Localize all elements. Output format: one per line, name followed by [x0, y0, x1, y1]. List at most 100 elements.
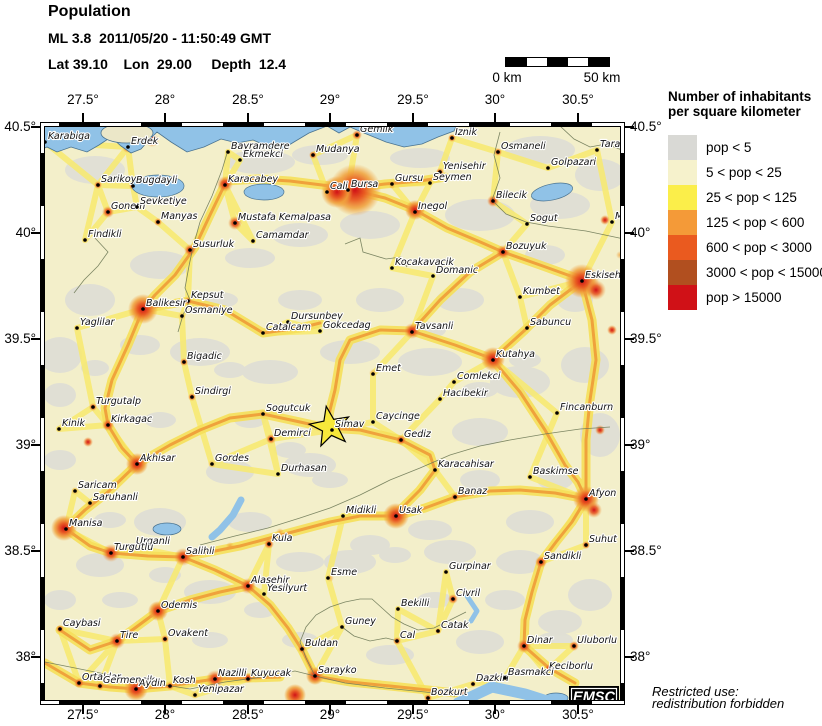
- axis-tick-left: [31, 656, 40, 658]
- city-dot: [355, 133, 359, 137]
- legend-title-line2: per square kilometer: [668, 104, 801, 119]
- city-label: Cal: [400, 630, 415, 641]
- city-dot: [156, 609, 160, 613]
- axis-tick-bottom: [164, 705, 166, 714]
- city-label: Saricam: [78, 480, 117, 491]
- city-label: Eskisehir: [585, 270, 625, 281]
- axis-tick-top: [329, 113, 331, 122]
- city-label: Sindirgi: [195, 386, 231, 397]
- city-dot: [156, 220, 160, 224]
- city-dot: [341, 514, 345, 518]
- city-dot: [261, 412, 265, 416]
- city-label: Gurpinar: [449, 561, 492, 572]
- city-label: Bilecik: [496, 190, 528, 201]
- city-dot: [246, 677, 250, 681]
- axis-tick-top: [412, 113, 414, 122]
- city-dot: [394, 514, 398, 518]
- city-label: Kinik: [62, 418, 86, 429]
- city-label: Manyas: [161, 211, 197, 222]
- city-dot: [399, 438, 403, 442]
- city-dot: [135, 462, 139, 466]
- city-dot: [340, 625, 344, 629]
- city-dot: [186, 299, 190, 303]
- city-dot: [168, 684, 172, 688]
- city-dot: [572, 644, 576, 648]
- rivers: [44, 125, 625, 697]
- map-frame: [40, 122, 625, 705]
- city-dot: [223, 183, 227, 187]
- legend-item: 5 < pop < 25: [668, 160, 822, 185]
- axis-label-right: 38°: [630, 649, 651, 664]
- city-label: Tire: [120, 630, 138, 641]
- city-label: Gordes: [215, 453, 249, 464]
- city-dot: [75, 326, 79, 330]
- city-label: Simav: [335, 419, 365, 430]
- legend-title: Number of inhabitants per square kilomet…: [668, 89, 822, 119]
- city-label: Uluborlu: [577, 635, 617, 646]
- city-dot: [491, 358, 495, 362]
- city-label: Erdek: [131, 136, 159, 147]
- city-label: Sarikoy: [101, 174, 137, 185]
- city-dot: [436, 629, 440, 633]
- axis-tick-right: [625, 444, 634, 446]
- city-dot: [226, 150, 230, 154]
- scale-segment: [567, 58, 589, 66]
- axis-tick-right: [625, 338, 634, 340]
- axis-tick-bottom: [247, 705, 249, 714]
- city-label: Bigadic: [187, 351, 223, 362]
- city-dot: [83, 238, 87, 242]
- city-label: Demirci: [274, 428, 311, 439]
- city-dot: [269, 437, 273, 441]
- scale-segment: [506, 58, 527, 66]
- axis-tick-left: [31, 126, 40, 128]
- city-dot: [96, 183, 100, 187]
- city-label: Kuyucak: [251, 668, 292, 679]
- city-label: Turgutalp: [96, 396, 141, 407]
- city-label: Esme: [331, 567, 357, 578]
- city-label: Usak: [399, 505, 423, 516]
- axis-tick-bottom: [329, 705, 331, 714]
- scale-segment: [526, 58, 548, 66]
- axis-label-top: 29°: [319, 92, 341, 107]
- city-label: Susurluk: [193, 239, 235, 250]
- city-label: Comlekci: [457, 371, 501, 382]
- axis-tick-top: [164, 113, 166, 122]
- city-dot: [428, 181, 432, 185]
- city-dot: [450, 136, 454, 140]
- city-label: Hacibekir: [443, 388, 489, 399]
- city-dot: [188, 248, 192, 252]
- city-dot: [238, 158, 242, 162]
- epicenter-star: [307, 404, 351, 448]
- city-label: Golpazari: [551, 157, 596, 168]
- city-dot: [522, 644, 526, 648]
- city-dot: [251, 239, 255, 243]
- city-dot: [390, 182, 394, 186]
- axis-tick-top: [82, 113, 84, 122]
- city-dot: [106, 423, 110, 427]
- city-label: Balikesir: [146, 298, 188, 309]
- city-label: Fincanburn: [560, 402, 613, 413]
- axis-label-bottom: 28°: [154, 707, 176, 722]
- city-dot: [330, 428, 334, 432]
- city-label: Ortaklar: [82, 672, 122, 683]
- city-dot: [518, 295, 522, 299]
- axis-label-top: 27.5°: [67, 92, 99, 107]
- legend-color-swatch: [668, 160, 697, 185]
- city-dot: [141, 307, 145, 311]
- city-dot: [109, 551, 113, 555]
- city-label: Guney: [345, 616, 376, 627]
- city-label: Camamdar: [256, 230, 310, 241]
- city-label: Karabiga: [48, 131, 90, 142]
- axis-tick-left: [31, 444, 40, 446]
- city-label: Dinar: [527, 635, 554, 646]
- legend-item-label: 3000 < pop < 15000: [706, 265, 822, 280]
- city-label: Durhasan: [281, 463, 327, 474]
- city-dot: [390, 266, 394, 270]
- lake: [464, 593, 480, 624]
- city-dot: [91, 405, 95, 409]
- axis-label-right: 39.5°: [630, 331, 662, 346]
- city-dot: [261, 331, 265, 335]
- city-dot: [163, 637, 167, 641]
- axis-tick-bottom: [577, 705, 579, 714]
- city-label: Sogut: [530, 213, 559, 224]
